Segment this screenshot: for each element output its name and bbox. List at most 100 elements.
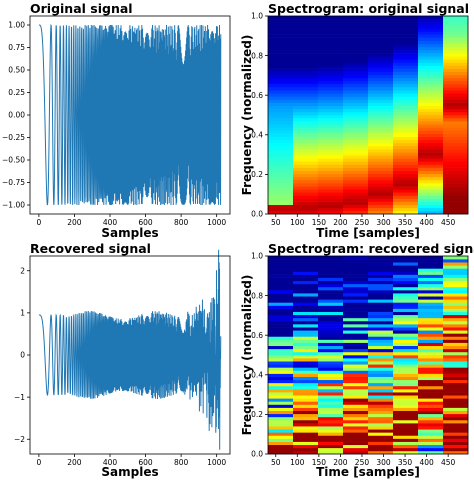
spectrogram-cell (293, 330, 319, 334)
spectrogram-cell (393, 407, 419, 411)
spectrogram-cell (443, 274, 469, 278)
spectrogram-cell (318, 176, 344, 181)
spectrogram-cell (443, 410, 469, 415)
spectrogram-cell (268, 164, 294, 168)
spectrogram-cell (268, 410, 294, 415)
spectrogram-cell (443, 22, 469, 26)
spectrogram-cell (268, 308, 294, 312)
spectrogram-cell (318, 382, 344, 387)
spectrogram-cell (418, 367, 444, 371)
spectrogram-cell (318, 37, 344, 42)
spectrogram-cell (293, 311, 319, 316)
spectrogram-cell (393, 99, 419, 103)
spectrogram-cell (318, 404, 344, 408)
spectrogram-cell (443, 320, 469, 325)
spectrogram-cell (343, 68, 369, 72)
spectrogram-cell (418, 155, 444, 159)
spectrogram-cell (293, 16, 319, 20)
spectrogram-cell (293, 268, 319, 272)
spectrogram-cell (418, 37, 444, 42)
spectrogram-cell (393, 167, 419, 171)
spectrogram-cell (443, 376, 469, 381)
y-tick-label: 1 (20, 309, 25, 318)
spectrogram-cell (318, 385, 344, 390)
plot-frame (267, 255, 469, 455)
spectrogram-cell (318, 68, 344, 72)
spectrogram-cell (393, 96, 419, 100)
spectrogram-cell (318, 339, 344, 343)
spectrogram-cell (368, 176, 394, 181)
spectrogram-cell (293, 283, 319, 288)
spectrogram-cell (318, 186, 344, 190)
spectrogram-cell (443, 426, 469, 430)
spectrogram-cell (268, 342, 294, 347)
spectrogram-cell (443, 336, 469, 340)
spectrogram-cell (393, 62, 419, 66)
spectrogram-cell (393, 34, 419, 38)
spectrogram-cell (418, 59, 444, 63)
spectrogram-cell (343, 385, 369, 390)
spectrogram-cell (318, 401, 344, 405)
spectrogram-cell (393, 395, 419, 399)
spectrogram-cell (368, 361, 394, 365)
spectrogram-cell (418, 262, 444, 266)
spectrogram-cell (318, 314, 344, 319)
spectrogram-cell (293, 351, 319, 356)
spectrogram-cell (318, 105, 344, 110)
spectrogram-cell (368, 195, 394, 199)
y-tick-label: −1 (14, 393, 25, 402)
spectrogram-cell (268, 195, 294, 199)
spectrogram-cell (418, 130, 444, 134)
spectrogram-cell (368, 46, 394, 51)
y-tick-label: −1.00 (2, 201, 25, 210)
spectrogram-cell (393, 429, 419, 433)
spectrogram-cell (268, 201, 294, 206)
spectrogram-cell (293, 333, 319, 337)
spectrogram-cell (293, 286, 319, 291)
spectrogram-cell (368, 358, 394, 362)
spectrogram-cell (368, 74, 394, 79)
spectrogram-cell (318, 102, 344, 107)
spectrogram-cell (418, 102, 444, 107)
spectrogram-cell (393, 401, 419, 405)
spectrogram-cell (443, 46, 469, 51)
spectrogram-cell (343, 155, 369, 159)
spectrogram-cell (268, 152, 294, 156)
spectrogram-cell (368, 145, 394, 150)
spectrogram-cell (393, 25, 419, 29)
spectrogram-cell (418, 339, 444, 343)
spectrogram-cell (318, 395, 344, 399)
spectrogram-cell (393, 102, 419, 107)
spectrogram-cell (318, 342, 344, 347)
spectrogram-cell (343, 201, 369, 206)
spectrogram-cell (268, 333, 294, 337)
spectrogram-cell (418, 136, 444, 141)
spectrogram-cell (293, 192, 319, 196)
spectrogram-cell (293, 139, 319, 144)
spectrogram-cell (368, 133, 394, 137)
spectrogram-cell (268, 367, 294, 371)
spectrogram-cell (418, 105, 444, 110)
spectrogram-cell (268, 296, 294, 300)
spectrogram-cell (368, 305, 394, 309)
spectrogram-cell (268, 111, 294, 116)
spectrogram-cell (268, 179, 294, 184)
spectrogram-cell (293, 320, 319, 325)
spectrogram-cell (393, 118, 419, 122)
spectrogram-cell (293, 195, 319, 199)
spectrogram-cell (418, 19, 444, 23)
spectrogram-cell (418, 207, 444, 212)
spectrogram-cell (393, 28, 419, 32)
spectrogram-cell (393, 438, 419, 442)
spectrogram-cell (393, 413, 419, 418)
spectrogram-cell (318, 286, 344, 291)
spectrogram-cell (418, 167, 444, 171)
spectrogram-cell (368, 40, 394, 45)
spectrogram-cell (393, 367, 419, 371)
spectrogram-cell (393, 327, 419, 331)
spectrogram-cell (343, 59, 369, 63)
spectrogram-cell (393, 201, 419, 206)
spectrogram-cell (368, 53, 394, 57)
x-axis-label: Time [samples] (316, 226, 420, 240)
spectrogram-cell (293, 31, 319, 35)
